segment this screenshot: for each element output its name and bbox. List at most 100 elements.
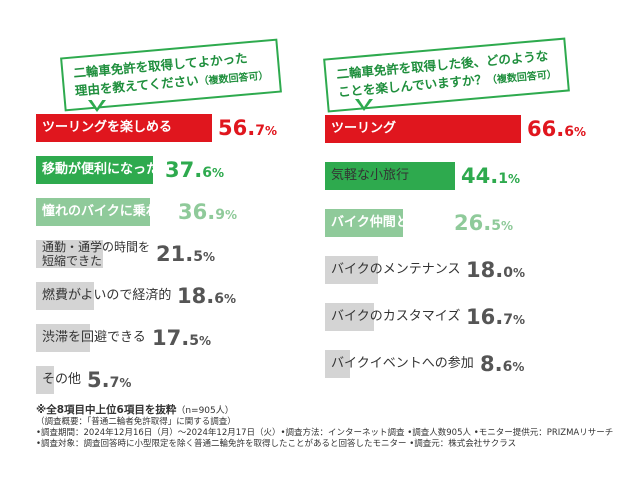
left-bar-label: 通勤・通学の時間を 短縮できた	[42, 240, 150, 268]
left-value-int: 5.	[87, 368, 110, 392]
left-value-dec: 9	[215, 207, 225, 223]
left-bar-label: 憧れのバイクに乗れる	[42, 198, 172, 226]
right-value-dec: 6	[564, 124, 574, 140]
left-bar-label: その他	[42, 366, 81, 394]
left-title-note: （複数回答可）	[198, 70, 269, 88]
right-value-percent: %	[500, 219, 513, 233]
right-value-percent: %	[512, 266, 525, 280]
right-chart: 二輪車免許を取得した後、どのような ことを楽しんでいますか？（複数回答可） ツー…	[315, 0, 640, 400]
sample-size: （n=905人）	[176, 406, 234, 416]
right-value-int: 66.	[527, 117, 565, 141]
left-bar-row: 燃費がよいので経済的 18.6%	[36, 282, 236, 310]
left-value-dec: 7	[255, 123, 265, 139]
right-title-note: （複数回答可）	[486, 69, 558, 87]
right-bar-row: 気軽な小旅行 44.1%	[325, 162, 545, 190]
left-bar-label-line: ツーリングを楽しめる	[42, 120, 173, 135]
left-bar-value: 5.7%	[87, 366, 131, 394]
right-bar-label: 気軽な小旅行	[331, 162, 409, 190]
left-bar-label-line: 燃費がよいので経済的	[42, 288, 172, 303]
footnote-text: ※全8項目中上位6項目を抜粋	[36, 404, 177, 416]
left-bar-row: 通勤・通学の時間を 短縮できた 21.5%	[36, 240, 215, 268]
right-value-percent: %	[573, 125, 586, 139]
right-bar-label-line: バイクのメンテナンス	[331, 262, 461, 277]
right-value-percent: %	[512, 360, 525, 374]
left-value-percent: %	[264, 124, 277, 138]
left-bar-label-line: 渋滞を回避できる	[42, 330, 146, 345]
right-bar-row: バイクのメンテナンス 18.0%	[325, 256, 525, 284]
right-bar-value: 26.5%	[454, 209, 513, 237]
left-bar	[36, 114, 212, 142]
survey-line-2: •調査期間：2024年12月16日（月）〜2024年12月17日（火）•調査方法…	[36, 428, 614, 438]
right-bar-row: バイクのカスタマイズ 16.7%	[325, 303, 525, 331]
left-bar	[36, 282, 94, 310]
left-bar	[36, 324, 90, 352]
right-bar-row: ツーリング 66.6%	[325, 115, 611, 143]
right-bar-label: ツーリング	[331, 115, 396, 143]
footnote: ※全8項目中上位6項目を抜粋（n=905人）	[36, 402, 636, 417]
right-bar-value: 44.1%	[461, 162, 520, 190]
left-bar-label-line: その他	[42, 372, 82, 387]
right-bar-label-line: ツーリング	[331, 121, 397, 136]
right-value-int: 26.	[454, 211, 492, 235]
right-value-dec: 0	[503, 265, 513, 281]
right-value-percent: %	[512, 313, 525, 327]
right-bar-label: バイクのカスタマイズ	[331, 303, 460, 331]
left-value-dec: 7	[109, 375, 120, 391]
right-bar	[325, 162, 455, 190]
left-value-dec: 5	[193, 249, 203, 265]
left-bar-value: 37.6%	[165, 156, 224, 184]
left-value-dec: 6	[214, 291, 224, 307]
left-bar-label: 移動が便利になった	[42, 156, 159, 184]
left-bar-value: 18.6%	[177, 282, 236, 310]
left-bar-label-line: 短縮できた	[42, 254, 103, 268]
left-value-int: 36.	[178, 200, 216, 224]
right-value-dec: 1	[498, 171, 508, 187]
right-bar-label: バイク仲間との交流	[331, 209, 448, 237]
right-bar-label-line: バイクイベントへの参加	[331, 356, 474, 371]
left-bar	[36, 156, 153, 184]
right-bar-label: バイクイベントへの参加	[331, 350, 474, 378]
right-value-dec: 6	[502, 359, 513, 375]
left-bar-row: ツーリングを楽しめる 56.7%	[36, 114, 302, 142]
right-title-tail-inner	[358, 98, 370, 107]
left-bar	[36, 240, 103, 268]
left-bar-label: 燃費がよいので経済的	[42, 282, 171, 310]
right-bar-label-line: バイクのカスタマイズ	[331, 309, 461, 324]
left-value-int: 21.	[156, 242, 194, 266]
right-bar	[325, 350, 350, 378]
right-bar	[325, 256, 378, 284]
left-value-int: 56.	[218, 116, 256, 140]
right-value-int: 18.	[466, 258, 504, 282]
left-bar-value: 17.5%	[152, 324, 211, 352]
footer: ※全8項目中上位6項目を抜粋（n=905人） （調査概要：「普通二輪者免許取得」…	[36, 402, 636, 450]
right-bar-label: バイクのメンテナンス	[331, 256, 460, 284]
left-bar-value: 36.9%	[178, 198, 237, 226]
right-bar-value: 66.6%	[527, 115, 586, 143]
left-chart: 二輪車免許を取得してよかった 理由を教えてください（複数回答可） ツーリングを楽…	[0, 0, 310, 400]
left-bar-row: その他 5.7%	[36, 366, 144, 394]
left-value-dec: 5	[189, 333, 199, 349]
right-bar	[325, 303, 374, 331]
right-bar-value: 18.0%	[466, 256, 525, 284]
right-value-int: 16.	[466, 305, 504, 329]
survey-line-1: （調査概要：「普通二輪者免許取得」に関する調査）	[36, 417, 236, 427]
left-value-dec: 6	[202, 165, 212, 181]
right-bar-label-line: 気軽な小旅行	[331, 168, 410, 183]
right-bar	[325, 115, 521, 143]
left-value-percent: %	[198, 334, 211, 348]
survey-line-3: •調査対象：調査回答時に小型限定を除く普通二輪免許を取得したことがあると回答した…	[36, 439, 517, 449]
left-bar-label-line: 憧れのバイクに乗れる	[42, 204, 172, 219]
left-bar	[36, 198, 150, 226]
right-bar-value: 8.6%	[480, 350, 524, 378]
left-value-percent: %	[119, 376, 132, 390]
right-bar-label-line: バイク仲間との交流	[331, 215, 448, 230]
left-bar-label-line: 通勤・通学の時間を	[42, 240, 151, 254]
left-bar-label-line: 移動が便利になった	[42, 162, 160, 177]
left-value-percent: %	[223, 292, 236, 306]
right-value-int: 44.	[461, 164, 499, 188]
left-title-tail-inner	[91, 99, 103, 108]
left-bar-row: 憧れのバイクに乗れる 36.9%	[36, 198, 240, 226]
right-bar-value: 16.7%	[466, 303, 525, 331]
right-value-dec: 5	[491, 218, 501, 234]
left-value-int: 18.	[177, 284, 215, 308]
